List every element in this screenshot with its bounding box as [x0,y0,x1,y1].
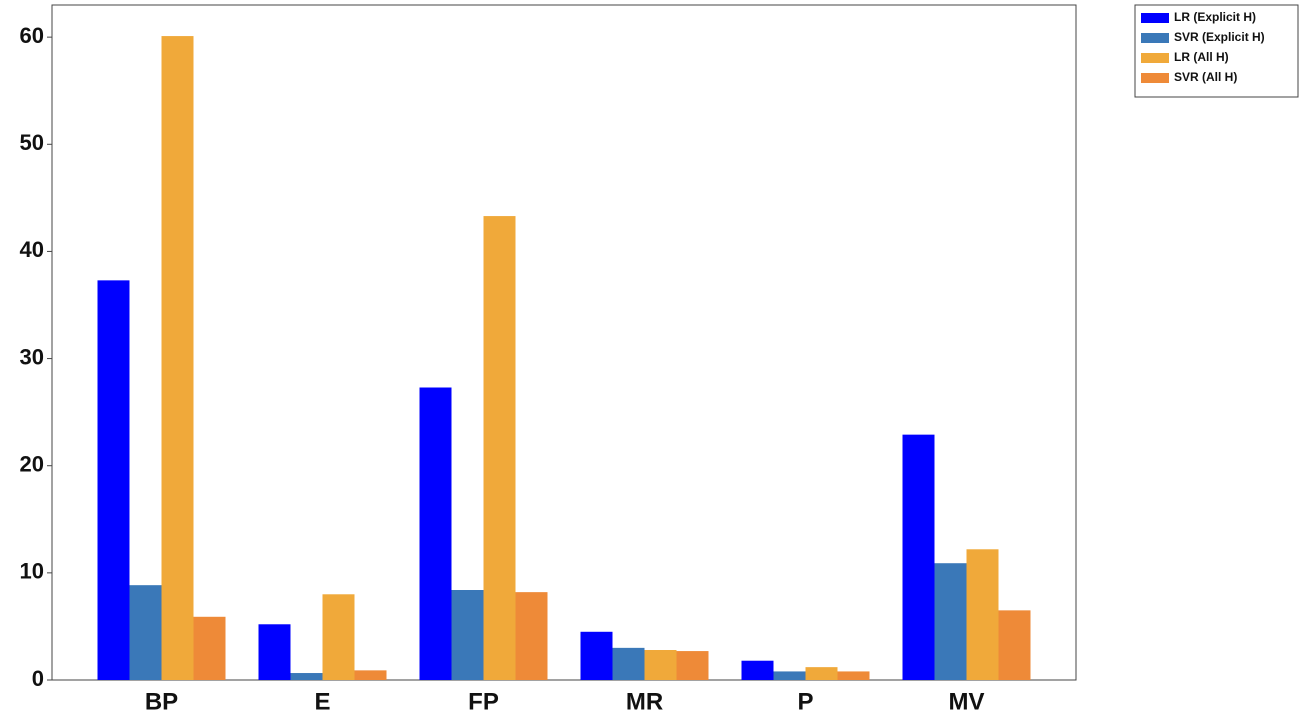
bar [483,216,516,681]
y-tick-label: 40 [20,237,44,262]
legend-swatch [1141,53,1169,63]
y-tick-label: 50 [20,130,44,155]
legend-label: SVR (Explicit H) [1174,30,1265,44]
bar [129,585,162,680]
x-tick-label: MR [626,688,663,715]
bar [837,671,870,680]
bar [773,671,806,680]
bar [97,280,130,680]
legend-swatch [1141,73,1169,83]
y-tick-label: 60 [20,23,44,48]
bar [580,631,613,680]
bar [258,624,291,680]
bar [998,610,1031,680]
bar [193,616,226,680]
bar [934,563,967,680]
bar [966,549,999,680]
x-tick-label: MV [949,688,985,715]
x-tick-label: E [314,688,330,715]
legend-label: LR (All H) [1174,50,1229,64]
x-tick-label: BP [145,688,178,715]
bar [354,670,387,680]
bar [805,667,838,680]
legend-label: SVR (All H) [1174,70,1237,84]
bar [741,660,774,680]
legend-swatch [1141,33,1169,43]
bar [419,387,452,680]
bar [515,592,548,680]
plot-frame [51,4,1077,681]
y-tick-label: 10 [20,559,44,584]
y-tick-label: 0 [32,666,44,691]
legend-swatch [1141,13,1169,23]
legend-label: LR (Explicit H) [1174,10,1256,24]
bar [322,594,355,680]
bar [290,673,323,680]
bar [676,651,709,680]
bar [644,650,677,680]
bar [161,36,194,681]
y-tick-label: 20 [20,452,44,477]
x-tick-label: P [797,688,813,715]
x-tick-label: FP [468,688,499,715]
bar [451,590,484,680]
bar [612,647,645,680]
y-tick-label: 30 [20,344,44,369]
bar [902,434,935,680]
